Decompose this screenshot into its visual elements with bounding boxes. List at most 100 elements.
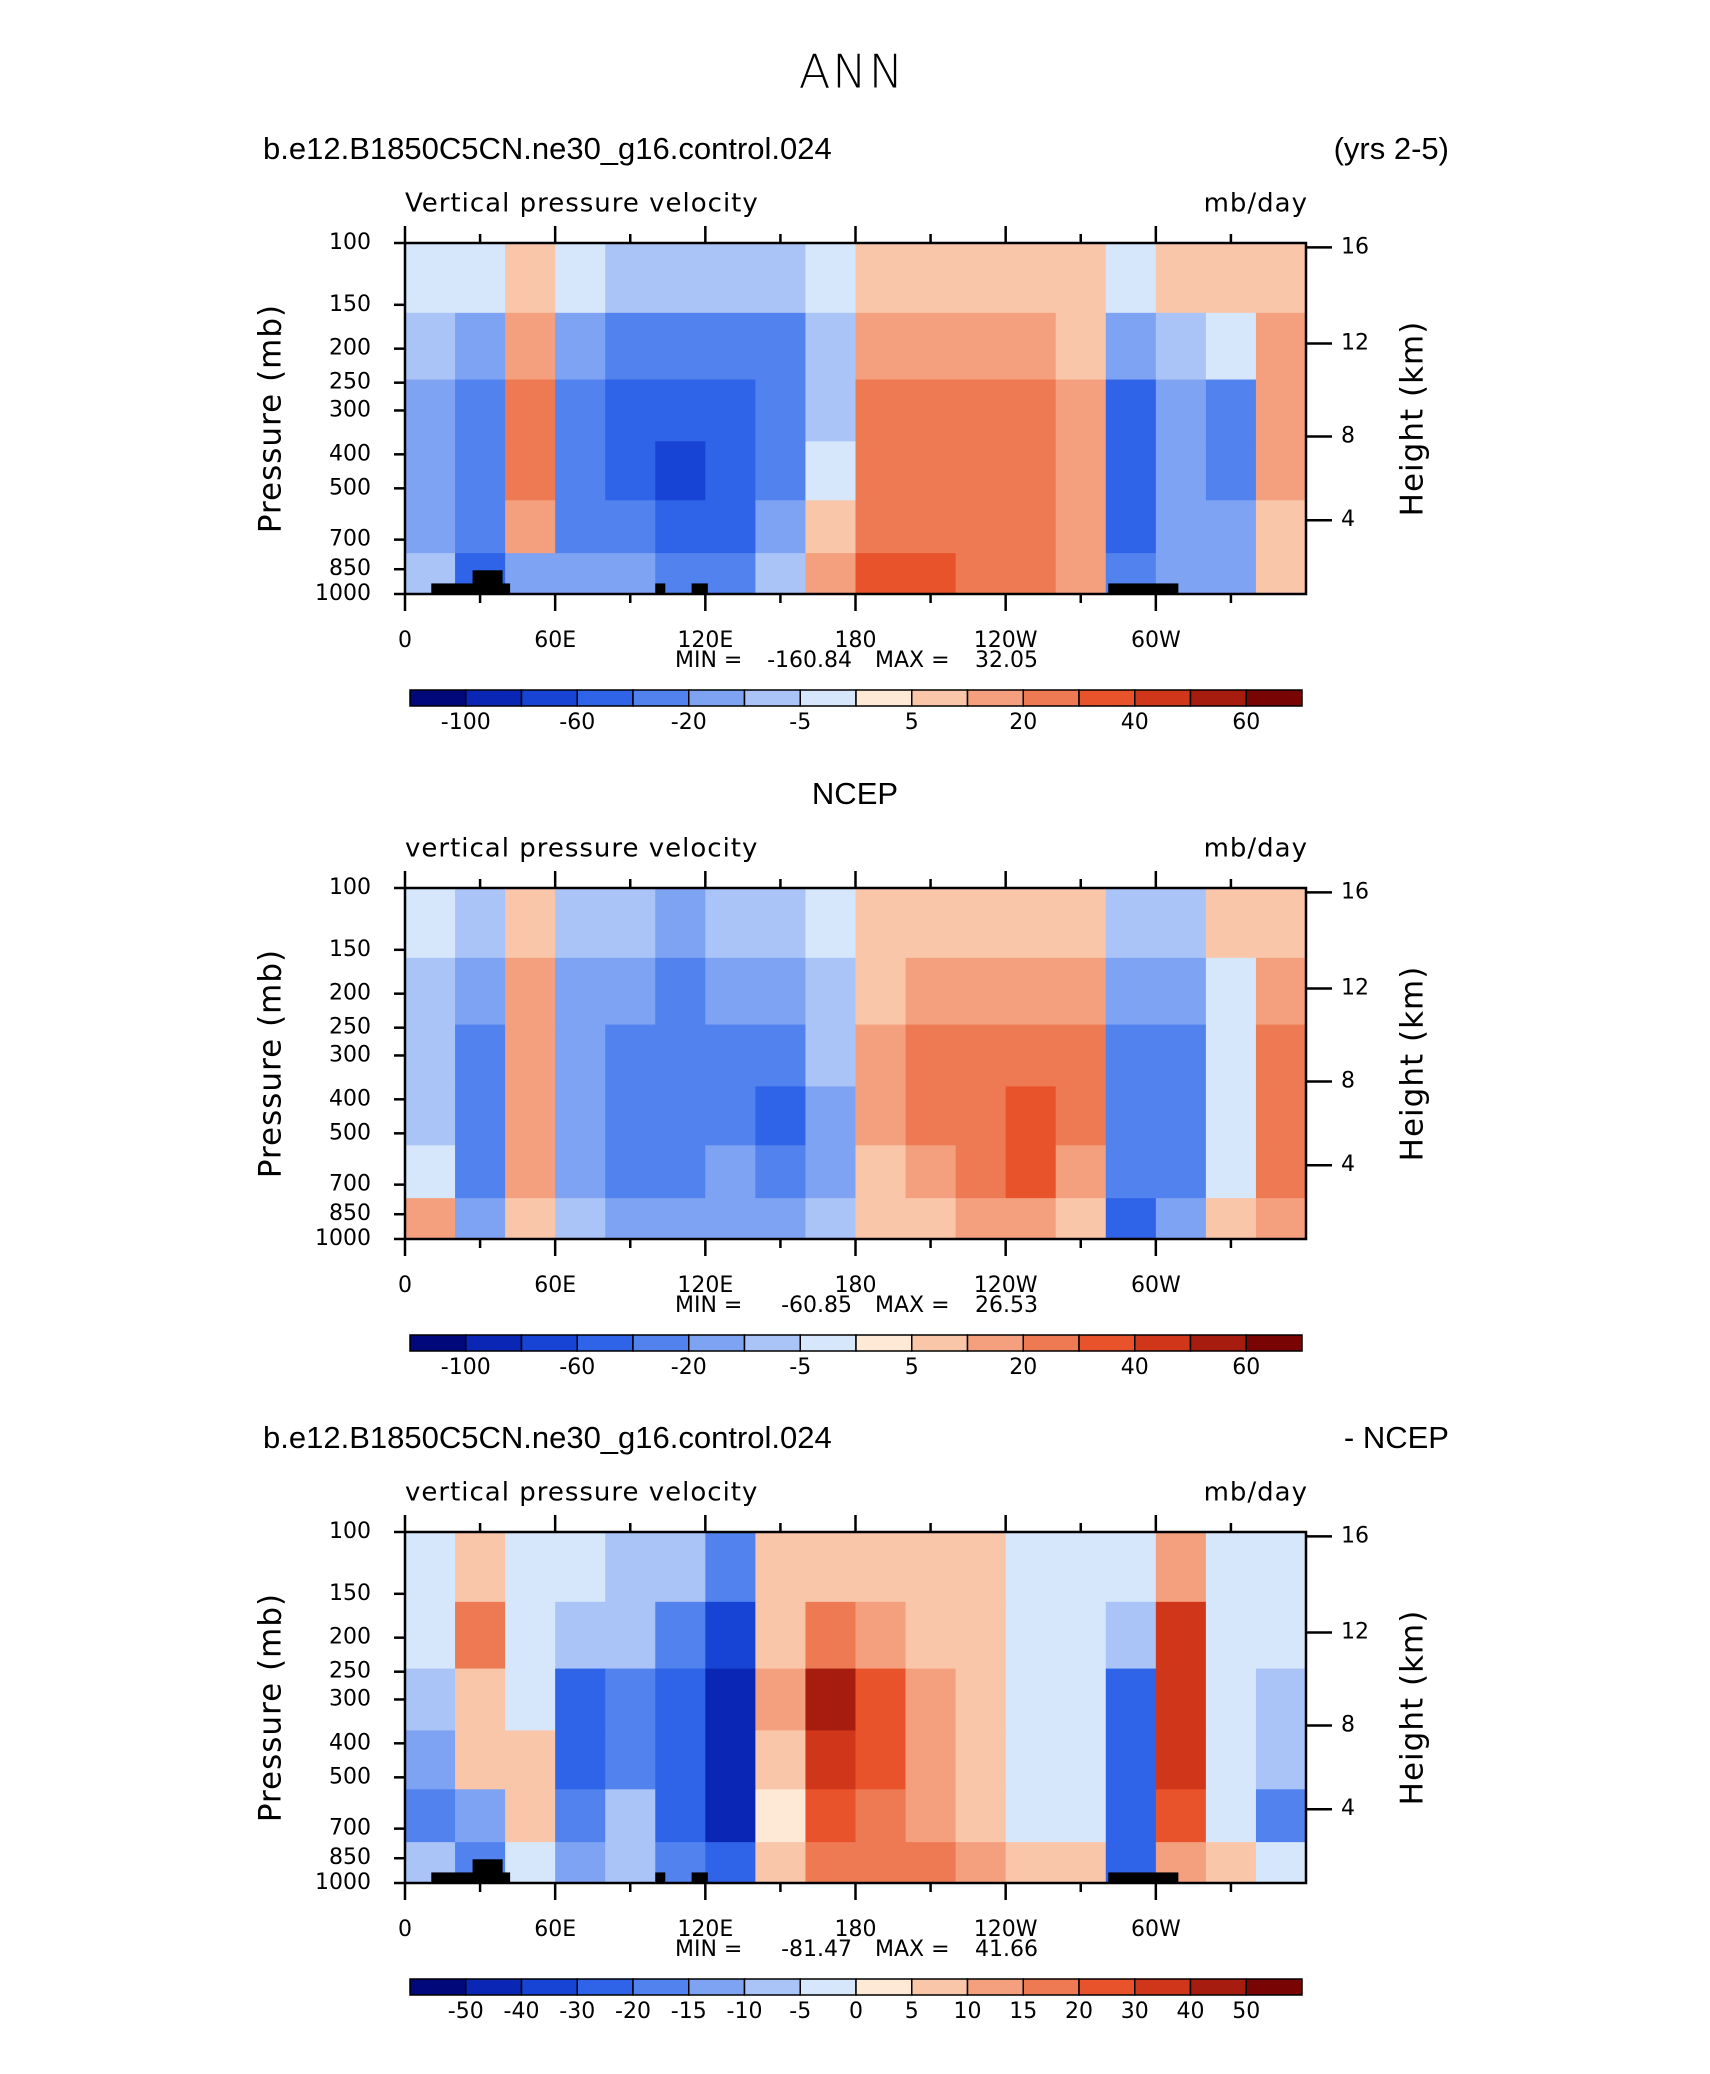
- panel-left-title: b.e12.B1850C5CN.ne30_g16.control.024: [263, 131, 832, 166]
- contour-cell: [405, 1730, 456, 1790]
- y2-tick-label: 8: [1341, 424, 1355, 449]
- contour-cell: [1205, 1668, 1257, 1731]
- contour-cell: [1005, 1024, 1057, 1087]
- contour-cell: [1255, 1024, 1306, 1087]
- contour-cell: [755, 1842, 806, 1883]
- contour-cell: [1055, 1024, 1107, 1087]
- contour-cell: [1255, 1145, 1306, 1199]
- contour-cell: [1155, 957, 1207, 1026]
- contour-cell: [555, 243, 606, 314]
- y-tick-label: 200: [329, 336, 371, 361]
- contour-cell: [555, 1086, 606, 1146]
- min-value: -160.84: [767, 648, 852, 673]
- contour-cell: [1005, 312, 1057, 381]
- contour-cell: [855, 1668, 907, 1731]
- contour-cell: [1105, 379, 1157, 442]
- contour-cell: [905, 957, 957, 1026]
- contour-cell: [1205, 1024, 1257, 1087]
- y2-tick-label: 12: [1341, 975, 1369, 1000]
- colorbar-box: [743, 1978, 801, 1996]
- colorbar-box: [966, 1978, 1024, 1996]
- contour-cell: [1155, 500, 1207, 554]
- contour-cell: [1105, 1024, 1157, 1087]
- contour-cell: [505, 379, 556, 442]
- y-tick-label: 250: [329, 1015, 371, 1040]
- contour-cell: [655, 379, 706, 442]
- y2-tick-label: 12: [1341, 330, 1369, 355]
- contour-cell: [1005, 379, 1057, 442]
- contour-cell: [455, 1601, 506, 1670]
- contour-cell: [955, 1601, 1007, 1670]
- colorbar-box: [409, 689, 467, 707]
- contour-cell: [805, 888, 856, 959]
- contour-cell: [955, 1024, 1007, 1087]
- contour-cell: [955, 379, 1007, 442]
- contour-cell: [605, 1145, 656, 1199]
- contour-cell: [805, 553, 856, 594]
- min-label: MIN =: [675, 1937, 742, 1962]
- colorbar-label: 15: [1009, 1999, 1037, 2024]
- contour-cell: [855, 441, 907, 501]
- contour-cell: [855, 1789, 907, 1843]
- contour-cell: [805, 243, 856, 314]
- contour-cell: [1105, 500, 1157, 554]
- contour-cell: [505, 1198, 556, 1239]
- colorbar-box: [1134, 1978, 1192, 1996]
- topography: [431, 583, 511, 594]
- max-value: 32.05: [975, 648, 1038, 673]
- contour-cell: [1005, 500, 1057, 554]
- contour-cell: [505, 312, 556, 381]
- contour-cell: [1005, 1198, 1057, 1239]
- contour-cell: [605, 1198, 656, 1239]
- max-value: 26.53: [975, 1293, 1038, 1318]
- y-tick-label: 300: [329, 397, 371, 422]
- contour-cell: [405, 1145, 456, 1199]
- y2-axis-label: Height (km): [1395, 966, 1431, 1162]
- contour-cell: [955, 957, 1007, 1026]
- contour-cell: [755, 441, 806, 501]
- max-label: MAX =: [875, 1937, 950, 1962]
- contour-cell: [1005, 553, 1057, 594]
- contour-cell: [605, 1730, 656, 1790]
- contour-cell: [855, 1601, 907, 1670]
- contour-cell: [955, 312, 1007, 381]
- x-tick-label: 120W: [974, 628, 1038, 653]
- colorbar-label: -5: [789, 1355, 811, 1380]
- contour-cell: [1005, 1789, 1057, 1843]
- contour-cell: [555, 553, 606, 594]
- contour-cell: [555, 1024, 606, 1087]
- contour-cell: [705, 888, 756, 959]
- contour-cell: [705, 1842, 756, 1883]
- contour-cell: [555, 379, 606, 442]
- max-value: 41.66: [975, 1937, 1038, 1962]
- contour-cell: [1255, 1668, 1306, 1731]
- variable-name: Vertical pressure velocity: [405, 189, 759, 219]
- contour-cell: [605, 1601, 656, 1670]
- contour-cell: [855, 1532, 907, 1603]
- contour-cell: [455, 500, 506, 554]
- min-label: MIN =: [675, 648, 742, 673]
- colorbar-label: -30: [559, 1999, 595, 2024]
- contour-cell: [555, 1198, 606, 1239]
- contour-cell: [1205, 888, 1257, 959]
- contour-cell: [755, 888, 806, 959]
- colorbar-box: [966, 689, 1024, 707]
- contour-cell: [455, 1086, 506, 1146]
- contour-cell: [755, 957, 806, 1026]
- colorbar-box: [409, 1334, 467, 1352]
- x-tick-label: 0: [398, 1917, 412, 1942]
- contour-cell: [1255, 1789, 1306, 1843]
- colorbar-box: [855, 1334, 913, 1352]
- contour-cell: [1205, 1789, 1257, 1843]
- x-tick-label: 0: [398, 1273, 412, 1298]
- colorbar-box: [911, 1978, 969, 1996]
- colorbar-box: [1022, 1978, 1080, 1996]
- y-tick-label: 1000: [315, 1226, 371, 1251]
- x-tick-label: 120E: [677, 1273, 733, 1298]
- colorbar-label: 5: [905, 710, 919, 735]
- y-tick-label: 100: [329, 1519, 371, 1544]
- x-tick-label: 60E: [534, 1917, 576, 1942]
- colorbar-label: 60: [1232, 1355, 1260, 1380]
- x-tick-label: 120W: [974, 1273, 1038, 1298]
- colorbar-box: [632, 689, 690, 707]
